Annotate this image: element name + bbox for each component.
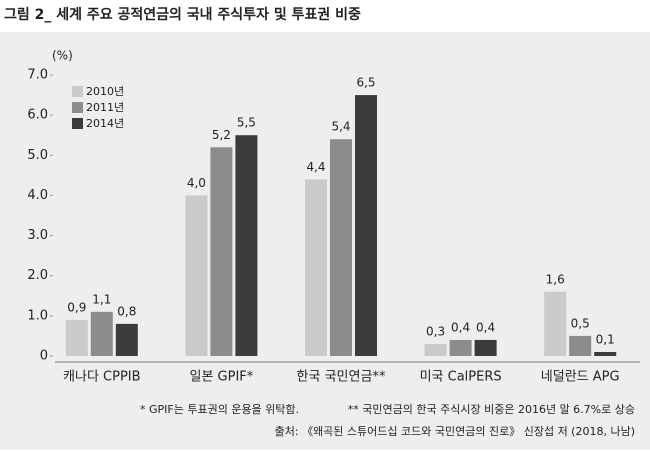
bar xyxy=(449,339,472,356)
note: ** 국민연금의 한국 주식시장 비중은 2016년 말 6.7%로 상승 xyxy=(348,403,635,416)
legend-swatch xyxy=(72,118,83,129)
value-label: 6,5 xyxy=(356,76,375,90)
chart-title: 그림 2_ 세계 주요 공적연금의 국내 주식투자 및 투표권 비중 xyxy=(4,6,361,23)
value-label: 0,9 xyxy=(67,300,86,314)
bar xyxy=(185,195,208,356)
x-tick-label: 일본 GPIF* xyxy=(190,370,254,385)
x-tick-label: 미국 CalPERS xyxy=(420,370,502,385)
source: 출처: 《왜곡된 스튜어드십 코드와 국민연금의 진로》 신장섭 저 (2018… xyxy=(275,425,635,438)
bar xyxy=(474,339,497,356)
value-label: 0,4 xyxy=(476,320,495,334)
value-label: 0,4 xyxy=(451,320,470,334)
note: * GPIF는 투표권의 운용을 위탁함. xyxy=(140,403,299,416)
value-label: 0,8 xyxy=(117,304,136,318)
value-label: 4,0 xyxy=(187,176,206,190)
bar xyxy=(115,323,138,356)
y-tick-label: 5.0 xyxy=(27,148,48,163)
y-tick-label: 4.0 xyxy=(27,188,48,203)
bar xyxy=(544,291,567,356)
bar xyxy=(330,139,352,356)
bar xyxy=(210,147,233,356)
legend-label: 2014년 xyxy=(86,117,124,130)
y-tick-label: 0 xyxy=(40,349,48,364)
y-tick-label: 1.0 xyxy=(27,308,48,323)
legend-swatch xyxy=(72,102,83,113)
bar xyxy=(305,179,327,356)
y-tick-label: 2.0 xyxy=(27,268,48,283)
value-label: 0,5 xyxy=(571,316,590,330)
legend-swatch xyxy=(72,86,83,97)
x-tick-label: 네덜란드 APG xyxy=(541,370,620,385)
y-tick-label: 3.0 xyxy=(27,228,48,243)
value-label: 1,1 xyxy=(92,292,111,306)
y-axis-label: (%) xyxy=(52,49,73,63)
bar xyxy=(90,311,113,356)
x-tick-label: 캐나다 CPPIB xyxy=(63,370,141,385)
bar xyxy=(65,319,88,356)
legend-label: 2010년 xyxy=(86,85,124,98)
value-label: 0,3 xyxy=(426,324,445,338)
bar xyxy=(569,335,592,356)
value-label: 5,4 xyxy=(331,120,350,134)
x-tick-label: 한국 국민연금** xyxy=(297,370,386,385)
value-label: 5,2 xyxy=(212,128,231,142)
bar xyxy=(594,351,617,356)
bar xyxy=(355,95,377,357)
y-tick-label: 7.0 xyxy=(27,68,48,83)
bar xyxy=(235,135,258,356)
value-label: 0,1 xyxy=(596,332,615,346)
y-tick-label: 6.0 xyxy=(27,108,48,123)
value-label: 1,6 xyxy=(546,272,565,286)
bar xyxy=(424,343,447,356)
value-label: 4,4 xyxy=(306,160,325,174)
value-label: 5,5 xyxy=(237,116,256,130)
legend-label: 2011년 xyxy=(86,101,124,114)
